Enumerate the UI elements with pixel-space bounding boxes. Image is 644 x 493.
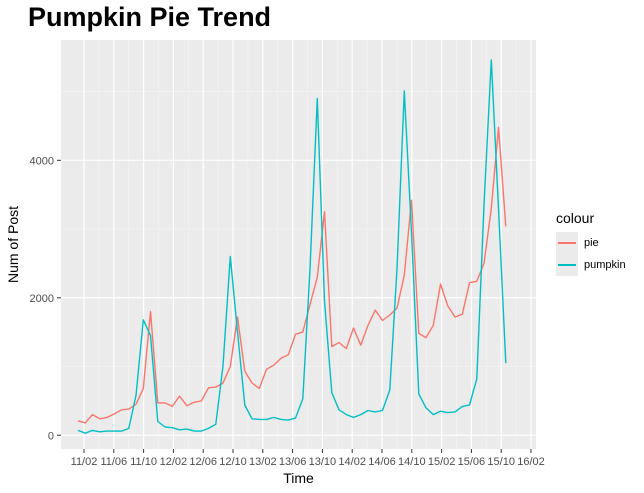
x-tick-label: 14/02 [338, 456, 366, 468]
x-tick-label: 11/02 [71, 456, 98, 468]
x-tick-label: 15/02 [428, 456, 456, 468]
x-tick-label: 12/02 [160, 456, 188, 468]
legend-label-pumpkin: pumpkin [584, 259, 626, 271]
plot-panel [61, 40, 536, 449]
legend-item-pumpkin: pumpkin [556, 254, 626, 276]
x-tick-label: 13/02 [249, 456, 277, 468]
chart-title: Pumpkin Pie Trend [28, 2, 272, 32]
series-line-pie [77, 126, 507, 424]
x-tick-label: 14/10 [398, 456, 426, 468]
legend-item-pie: pie [556, 232, 626, 254]
series-lines [77, 59, 507, 434]
x-tick-label: 15/06 [458, 456, 486, 468]
y-tick-label: 0 [48, 430, 54, 442]
x-tick-label: 12/06 [189, 456, 217, 468]
legend-key-pumpkin [556, 254, 578, 276]
x-tick-label: 16/02 [517, 456, 545, 468]
x-tick-label: 12/10 [219, 456, 247, 468]
series-line-pumpkin [77, 59, 507, 434]
y-tick-label: 4000 [30, 155, 54, 167]
x-tick-label: 11/10 [130, 456, 157, 468]
x-axis-title: Time [283, 470, 314, 486]
x-tick-label: 14/06 [368, 456, 396, 468]
y-tick-label: 2000 [30, 293, 54, 305]
legend-key-pie [556, 232, 578, 254]
x-tick-label: 13/06 [279, 456, 307, 468]
legend-label-pie: pie [584, 237, 599, 249]
y-axis-title: Num of Post [5, 206, 21, 283]
x-tick-label: 11/06 [100, 456, 127, 468]
legend-title: colour [556, 210, 595, 226]
x-tick-label: 13/10 [309, 456, 337, 468]
legend: colour pie pumpkin [556, 210, 626, 276]
x-tick-label: 15/10 [487, 456, 515, 468]
